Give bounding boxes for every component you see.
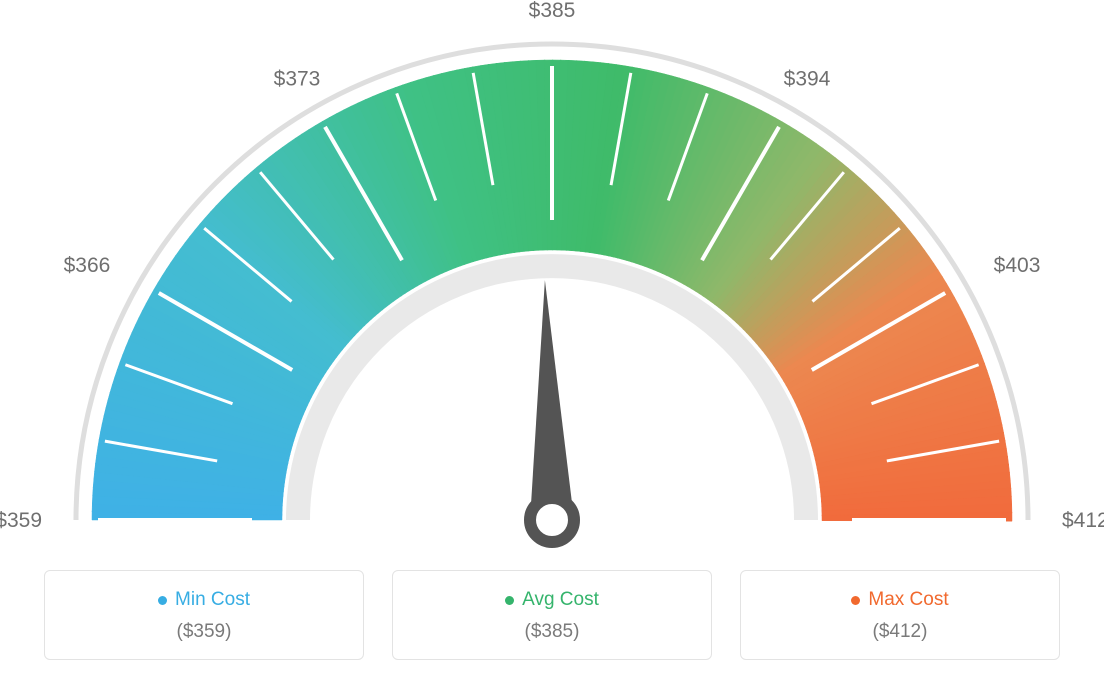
gauge-svg: $359 $366 $373 $385 $394 $403 $412 <box>0 0 1104 560</box>
gauge-area: $359 $366 $373 $385 $394 $403 $412 <box>0 0 1104 560</box>
dot-icon <box>851 596 860 605</box>
gauge-tick-label: $412 <box>1062 509 1104 532</box>
legend-label: Min Cost <box>175 589 250 611</box>
legend-card-avg: Avg Cost ($385) <box>392 570 712 660</box>
legend-card-max: Max Cost ($412) <box>740 570 1060 660</box>
legend-label-row: Max Cost <box>751 589 1049 611</box>
gauge-chart-container: $359 $366 $373 $385 $394 $403 $412 Min Cost ($… <box>0 0 1104 690</box>
gauge-tick-label: $403 <box>994 254 1041 277</box>
dot-icon <box>158 596 167 605</box>
legend-value: ($385) <box>403 621 701 643</box>
gauge-needle <box>530 280 574 542</box>
legend-row: Min Cost ($359) Avg Cost ($385) Max Cost… <box>0 570 1104 660</box>
legend-value: ($359) <box>55 621 353 643</box>
gauge-tick-label: $394 <box>784 67 831 90</box>
legend-label: Max Cost <box>868 589 948 611</box>
legend-label: Avg Cost <box>522 589 599 611</box>
gauge-tick-label: $366 <box>64 254 111 277</box>
legend-label-row: Min Cost <box>55 589 353 611</box>
gauge-tick-label: $385 <box>529 0 576 22</box>
gauge-tick-label: $373 <box>274 67 321 90</box>
legend-value: ($412) <box>751 621 1049 643</box>
gauge-tick-label: $359 <box>0 509 42 532</box>
legend-label-row: Avg Cost <box>403 589 701 611</box>
legend-card-min: Min Cost ($359) <box>44 570 364 660</box>
dot-icon <box>505 596 514 605</box>
